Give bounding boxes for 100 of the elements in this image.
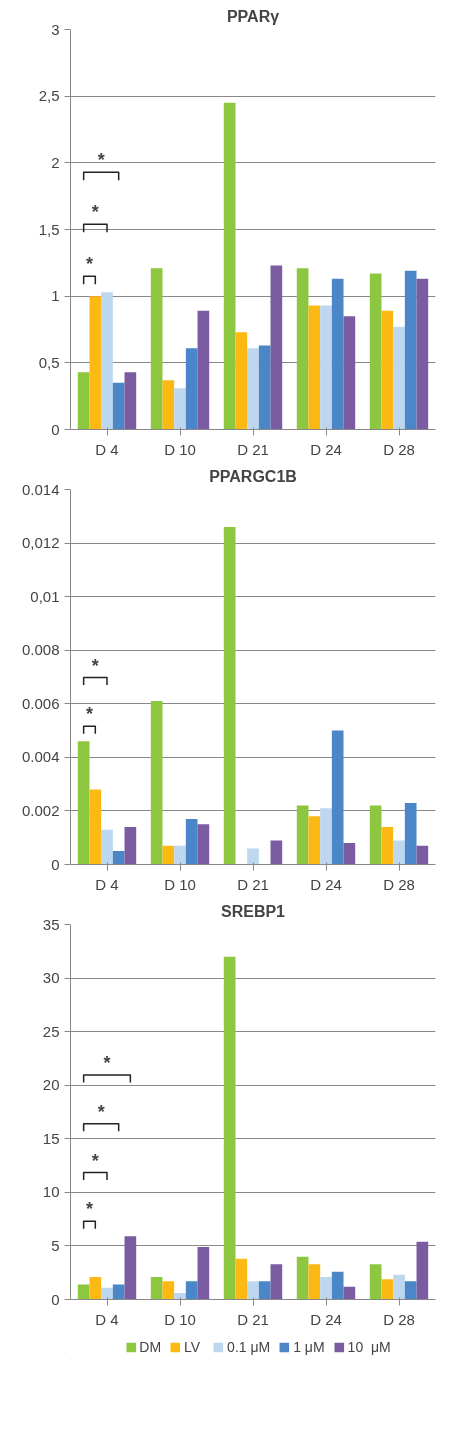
bar <box>174 1293 186 1300</box>
bar <box>404 802 417 865</box>
y-tick-label: 0.006 <box>21 694 60 712</box>
y-tick-label: 1 <box>51 287 60 305</box>
bar <box>258 345 271 430</box>
chart-title: PPARγ <box>226 7 280 25</box>
bar <box>162 1281 175 1300</box>
y-tick-label: 0.004 <box>21 748 60 766</box>
x-tick-label: D 10 <box>164 1310 196 1328</box>
bar <box>223 956 236 1300</box>
y-tick-label: 2,5 <box>38 87 60 105</box>
bar <box>416 845 429 865</box>
annotation: * <box>91 1150 99 1171</box>
bar <box>296 805 309 865</box>
bar <box>101 292 113 430</box>
x-tick-label: D 24 <box>310 440 342 458</box>
bar <box>112 382 125 430</box>
bar <box>258 1281 271 1300</box>
y-tick-label: 0 <box>51 420 60 438</box>
x-tick-label: D 4 <box>95 440 119 458</box>
x-tick-label: D 24 <box>310 875 342 893</box>
x-tick-label: D 21 <box>237 440 269 458</box>
x-tick-label: D 4 <box>95 875 119 893</box>
annotation: * <box>85 704 93 725</box>
bar <box>270 840 283 865</box>
bar <box>185 348 198 430</box>
x-tick-label: D 24 <box>310 1310 342 1328</box>
bar <box>369 1264 382 1300</box>
annotation: * <box>103 1053 111 1074</box>
bar <box>343 843 356 865</box>
annotation: * <box>85 1199 93 1220</box>
legend-label: LV <box>184 1339 202 1355</box>
bar <box>101 1287 113 1300</box>
bar <box>343 316 356 430</box>
annotation: * <box>97 150 105 171</box>
annotation: * <box>91 202 99 223</box>
x-tick-label: D 28 <box>383 1310 415 1328</box>
annotation: * <box>85 254 93 275</box>
bar <box>112 851 125 865</box>
y-tick-label: 3 <box>51 20 60 38</box>
bar <box>331 730 344 865</box>
y-tick-label: 0.014 <box>21 480 60 498</box>
bar <box>124 372 137 430</box>
bar <box>235 1258 248 1300</box>
bar <box>124 827 137 865</box>
y-tick-label: 0.008 <box>21 641 60 659</box>
legend-label: 10 μM <box>347 1339 391 1355</box>
bar <box>150 268 163 430</box>
bar <box>270 1264 283 1300</box>
bar <box>101 829 113 865</box>
bar <box>77 372 90 430</box>
y-tick-label: 0.002 <box>21 801 60 819</box>
y-tick-label: 10 <box>42 1183 60 1201</box>
bar <box>185 818 198 865</box>
bar <box>235 332 248 430</box>
bar <box>185 1281 198 1300</box>
y-tick-label: 0,012 <box>21 534 60 552</box>
bar <box>320 808 332 865</box>
y-tick-label: 15 <box>42 1129 60 1147</box>
y-tick-label: 20 <box>42 1076 60 1094</box>
bar <box>150 1277 163 1300</box>
bar <box>197 1247 210 1300</box>
y-tick-label: 0 <box>51 1290 60 1308</box>
x-tick-label: D 28 <box>383 875 415 893</box>
bar <box>112 1284 125 1300</box>
bar <box>247 848 259 865</box>
bar <box>331 1271 344 1300</box>
chart-title: SREBP1 <box>220 902 286 920</box>
bar <box>393 1274 405 1300</box>
y-tick-label: 2 <box>51 153 60 171</box>
legend-label: 1 μM <box>293 1339 325 1355</box>
bar <box>270 265 283 430</box>
x-tick-label: D 10 <box>164 440 196 458</box>
bar <box>308 816 321 865</box>
bar <box>197 824 210 865</box>
bar <box>247 348 259 430</box>
bar <box>77 741 90 865</box>
bar <box>296 268 309 430</box>
legend-label: 0.1 μM <box>227 1339 271 1355</box>
bar <box>416 1241 429 1300</box>
bar <box>247 1281 259 1300</box>
chart-title: PPARGC1B <box>209 467 297 485</box>
bar <box>381 827 394 865</box>
x-tick-label: D 21 <box>237 1310 269 1328</box>
annotation: * <box>97 1101 105 1122</box>
bar <box>174 845 186 865</box>
x-tick-label: D 21 <box>237 875 269 893</box>
x-tick-label: D 28 <box>383 440 415 458</box>
x-tick-label: D 10 <box>164 875 196 893</box>
bar <box>381 310 394 430</box>
bar <box>369 805 382 865</box>
bar <box>308 305 321 430</box>
bar <box>404 1281 417 1300</box>
y-tick-label: 0 <box>51 855 60 873</box>
bar <box>174 388 186 430</box>
y-tick-label: 25 <box>42 1022 60 1040</box>
bar <box>150 701 163 865</box>
bar <box>320 1277 332 1300</box>
bar <box>223 102 236 430</box>
bar <box>124 1236 137 1300</box>
